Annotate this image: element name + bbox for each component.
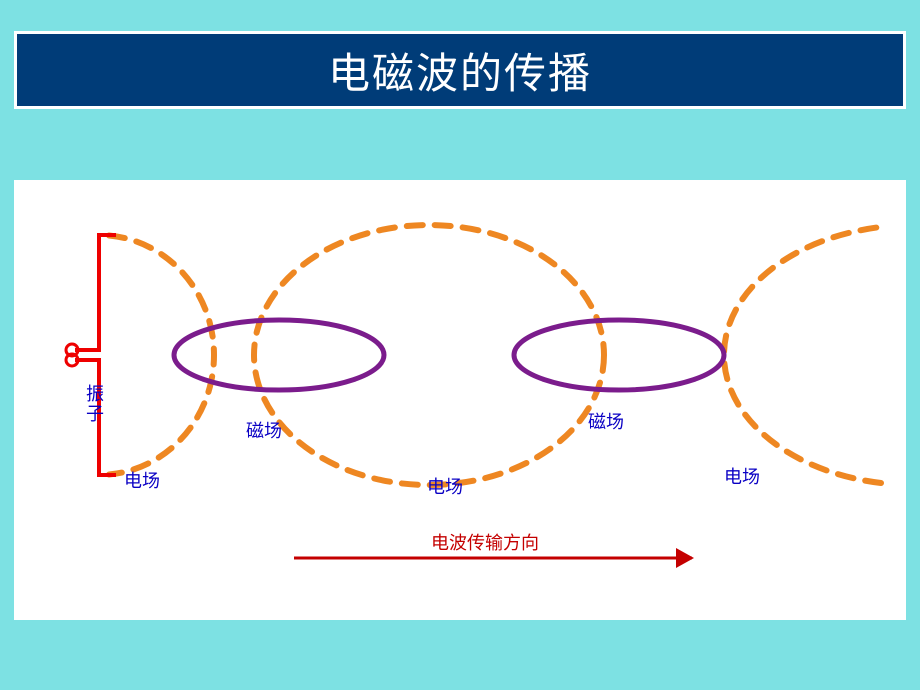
antenna-icon: [66, 235, 114, 475]
diagram-area: 振子 磁场 磁场 电场 电场 电场 电波传输方向: [14, 180, 906, 620]
antenna-label: 振子: [81, 384, 107, 424]
electric-label-2: 电场: [427, 473, 463, 499]
propagation-label: 电波传输方向: [431, 529, 539, 555]
magnetic-label-2: 磁场: [588, 408, 624, 434]
title-bar: 电磁波的传播: [14, 31, 906, 109]
electric-label-3: 电场: [724, 463, 760, 489]
magnetic-label-1: 磁场: [246, 417, 282, 443]
electric-label-1: 电场: [124, 467, 160, 493]
page-title: 电磁波的传播: [328, 40, 592, 101]
electric-field-loops: [109, 225, 881, 485]
